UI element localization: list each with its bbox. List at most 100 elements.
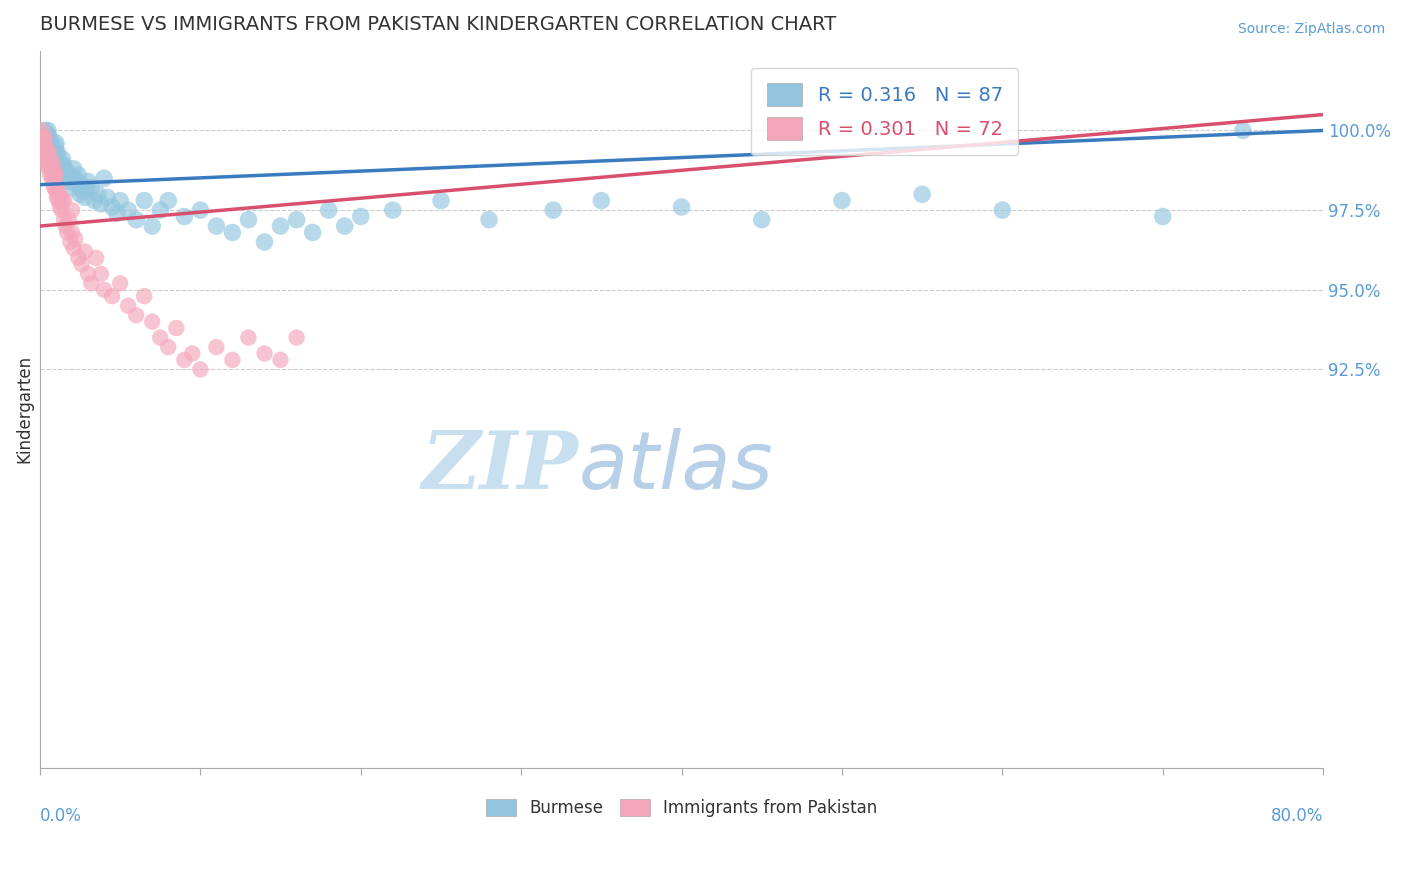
Point: [34, 139, 56, 153]
Text: BURMESE VS IMMIGRANTS FROM PAKISTAN KINDERGARTEN CORRELATION CHART: BURMESE VS IMMIGRANTS FROM PAKISTAN KIND…: [39, 15, 837, 34]
Point: [173, 210, 195, 224]
Point: [108, 194, 131, 208]
Point: [93, 283, 115, 297]
Point: [34, 123, 56, 137]
Point: [45, 168, 67, 182]
Point: [70, 257, 93, 271]
Point: [46, 145, 69, 160]
Point: [39, 139, 62, 153]
Point: [37, 127, 59, 141]
Point: [59, 235, 82, 249]
Point: [77, 174, 100, 188]
Point: [42, 155, 65, 169]
Point: [831, 194, 853, 208]
Point: [38, 152, 60, 166]
Point: [253, 346, 276, 360]
Point: [134, 289, 156, 303]
Point: [84, 251, 107, 265]
Point: [45, 136, 67, 151]
Point: [41, 171, 63, 186]
Text: 80.0%: 80.0%: [1271, 807, 1323, 825]
Point: [141, 219, 163, 233]
Point: [46, 181, 69, 195]
Point: [157, 340, 180, 354]
Point: [44, 171, 66, 186]
Point: [253, 235, 276, 249]
Point: [125, 212, 148, 227]
Point: [32, 136, 55, 151]
Point: [69, 187, 91, 202]
Point: [37, 143, 59, 157]
Point: [48, 194, 70, 208]
Point: [53, 212, 76, 227]
Y-axis label: Kindergarten: Kindergarten: [15, 355, 32, 463]
Point: [430, 194, 453, 208]
Point: [42, 143, 65, 157]
Text: Source: ZipAtlas.com: Source: ZipAtlas.com: [1237, 22, 1385, 37]
Point: [90, 196, 112, 211]
Point: [75, 181, 97, 195]
Point: [51, 203, 73, 218]
Point: [37, 152, 59, 166]
Point: [65, 171, 87, 186]
Point: [181, 346, 204, 360]
Point: [30, 129, 52, 144]
Point: [90, 267, 112, 281]
Legend: Burmese, Immigrants from Pakistan: Burmese, Immigrants from Pakistan: [479, 792, 884, 824]
Point: [49, 190, 72, 204]
Point: [238, 212, 260, 227]
Point: [350, 210, 373, 224]
Point: [49, 200, 72, 214]
Point: [83, 194, 105, 208]
Point: [59, 171, 82, 186]
Point: [62, 241, 84, 255]
Point: [125, 308, 148, 322]
Point: [55, 168, 77, 182]
Point: [56, 226, 79, 240]
Point: [333, 219, 356, 233]
Point: [173, 352, 195, 367]
Point: [301, 226, 323, 240]
Point: [39, 133, 62, 147]
Point: [31, 149, 53, 163]
Point: [53, 165, 76, 179]
Point: [34, 139, 56, 153]
Point: [53, 159, 76, 173]
Point: [108, 277, 131, 291]
Point: [42, 178, 65, 192]
Text: ZIP: ZIP: [422, 428, 579, 506]
Point: [37, 159, 59, 173]
Point: [149, 203, 172, 218]
Point: [205, 340, 228, 354]
Point: [62, 161, 84, 176]
Point: [39, 161, 62, 176]
Point: [221, 226, 243, 240]
Point: [58, 212, 80, 227]
Point: [51, 152, 73, 166]
Point: [44, 181, 66, 195]
Point: [31, 139, 53, 153]
Point: [45, 145, 67, 160]
Point: [56, 165, 79, 179]
Point: [205, 219, 228, 233]
Point: [73, 190, 96, 204]
Point: [141, 315, 163, 329]
Point: [37, 145, 59, 160]
Point: [117, 299, 139, 313]
Point: [44, 149, 66, 163]
Point: [117, 203, 139, 218]
Point: [42, 171, 65, 186]
Point: [70, 178, 93, 192]
Point: [66, 178, 89, 192]
Point: [35, 143, 58, 157]
Text: atlas: atlas: [579, 427, 773, 506]
Point: [991, 203, 1014, 218]
Point: [149, 330, 172, 344]
Point: [38, 145, 60, 160]
Point: [221, 352, 243, 367]
Point: [35, 149, 58, 163]
Point: [34, 133, 56, 147]
Point: [55, 219, 77, 233]
Point: [541, 203, 564, 218]
Point: [911, 187, 934, 202]
